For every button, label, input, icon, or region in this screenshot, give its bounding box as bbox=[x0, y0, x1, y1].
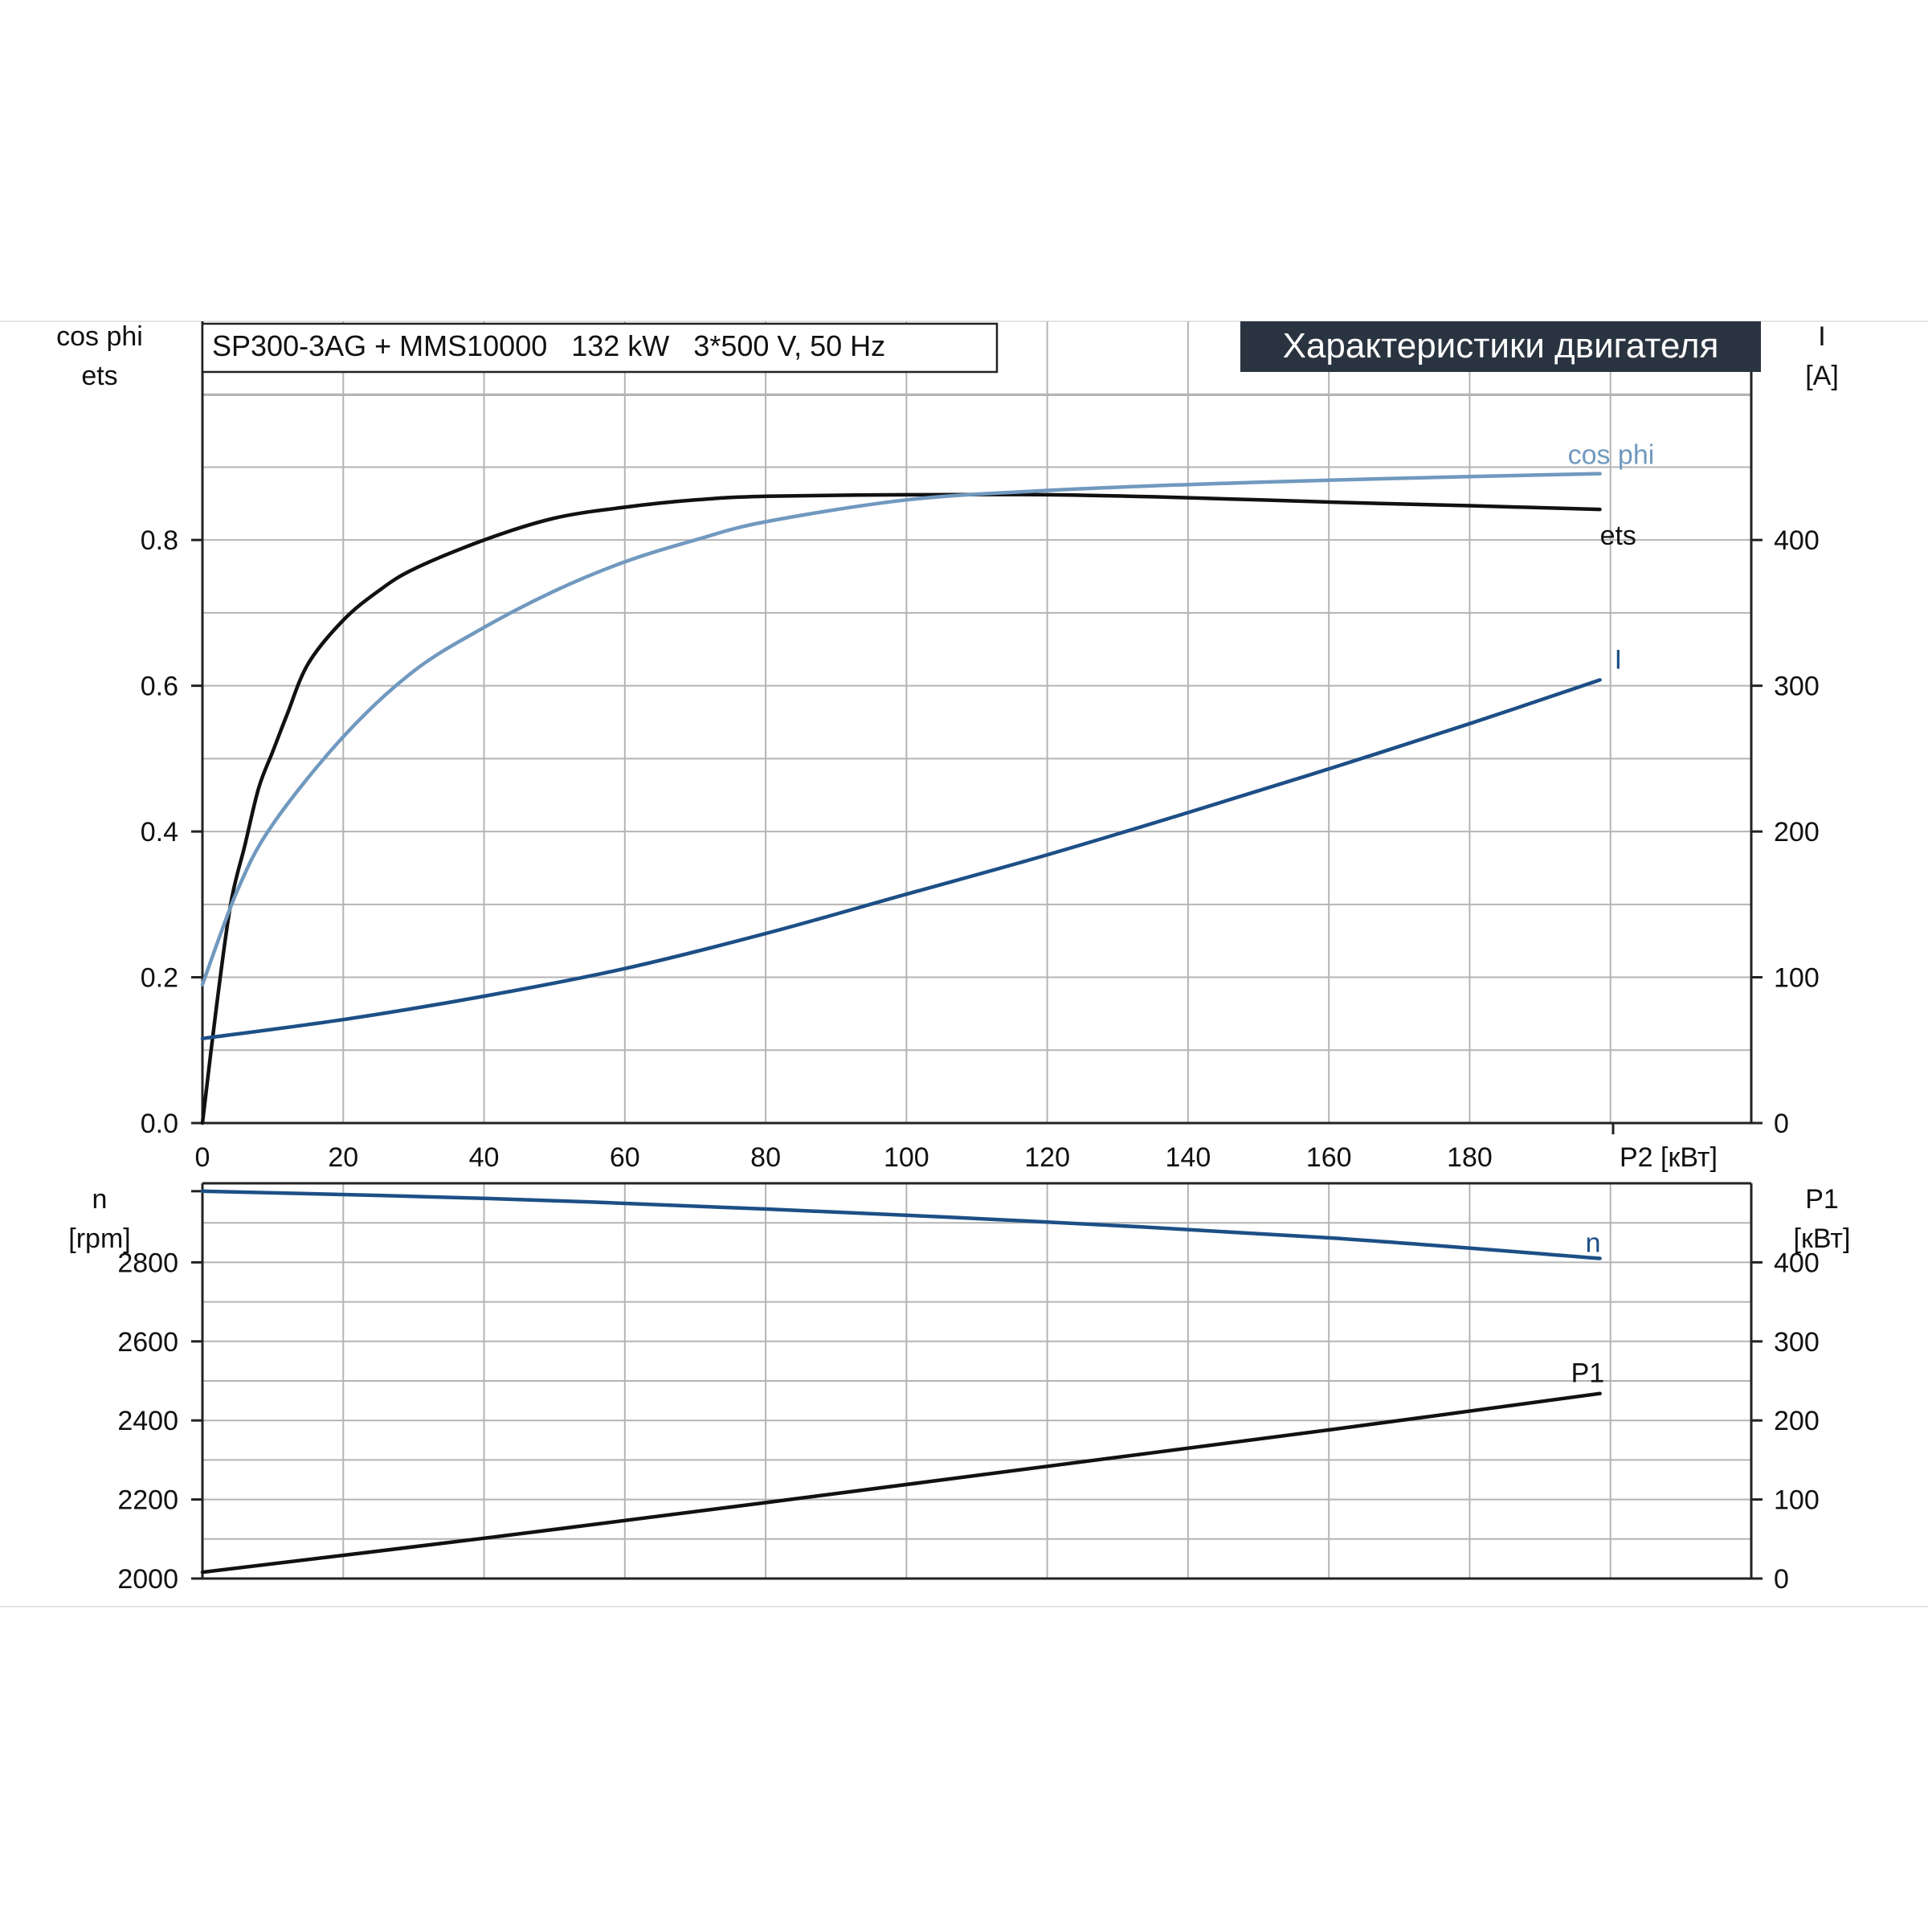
series-ets-line bbox=[200, 492, 1602, 1125]
left-tick-label: 0.2 bbox=[141, 963, 178, 994]
x-tick-label: 20 bbox=[328, 1142, 358, 1173]
left-tick-label: 2400 bbox=[117, 1406, 178, 1436]
right-tick-label: 300 bbox=[1774, 672, 1820, 702]
left-axis-title: [rpm] bbox=[68, 1223, 130, 1254]
left-tick-label: 0.6 bbox=[141, 672, 178, 702]
lower-panel: 2000 2200 2400 2600 2800 0 100 200 300 400 n [rpm] P… bbox=[68, 1182, 1851, 1595]
left-tick-label: 0.0 bbox=[141, 1109, 178, 1139]
x-tick-label: 100 bbox=[884, 1142, 929, 1173]
series-label-i: I bbox=[1615, 644, 1622, 675]
right-tick-label: 400 bbox=[1774, 1248, 1820, 1278]
right-tick-label: 300 bbox=[1774, 1327, 1820, 1358]
x-tick-label: 180 bbox=[1447, 1142, 1493, 1173]
right-tick-label: 400 bbox=[1774, 525, 1820, 556]
left-tick-label: 0.8 bbox=[141, 525, 178, 556]
x-tick-label: 40 bbox=[469, 1142, 500, 1173]
series-label-ets: ets bbox=[1600, 521, 1636, 551]
right-axis-title: P1 bbox=[1805, 1184, 1839, 1215]
x-axis-label: P2 [кВт] bbox=[1620, 1142, 1718, 1173]
chart-title: Характеристики двигателя bbox=[1283, 326, 1719, 366]
series-n-line bbox=[200, 1189, 1602, 1260]
left-axis-title: cos phi bbox=[56, 321, 143, 352]
x-tick-label: 0 bbox=[195, 1142, 210, 1173]
x-tick-label: 80 bbox=[750, 1142, 781, 1173]
series-p1-line bbox=[200, 1391, 1602, 1575]
upper-panel: 0.0 0.2 0.4 0.6 0.8 0 100 200 300 400 0 20 40 60 80 100… bbox=[56, 321, 1839, 1173]
left-tick-label: 2200 bbox=[117, 1485, 178, 1516]
right-axis-title: [A] bbox=[1805, 361, 1839, 391]
x-tick-label: 140 bbox=[1166, 1142, 1211, 1173]
right-axis-title: [кВт] bbox=[1794, 1223, 1851, 1254]
series-cos-phi-line bbox=[200, 472, 1602, 986]
left-axis-title: ets bbox=[81, 361, 117, 391]
model-label-box bbox=[201, 322, 999, 374]
left-tick-label: 0.4 bbox=[141, 817, 178, 848]
right-tick-label: 200 bbox=[1774, 817, 1820, 848]
x-tick-label: 120 bbox=[1024, 1142, 1070, 1173]
right-tick-label: 0 bbox=[1774, 1564, 1789, 1595]
x-tick-label: 60 bbox=[610, 1142, 640, 1173]
right-axis-title: I bbox=[1818, 321, 1825, 352]
right-tick-label: 100 bbox=[1774, 1485, 1820, 1516]
left-tick-label: 2600 bbox=[117, 1327, 178, 1358]
right-tick-label: 100 bbox=[1774, 963, 1820, 994]
x-tick-label: 160 bbox=[1306, 1142, 1352, 1173]
series-label-n: n bbox=[1586, 1227, 1601, 1258]
model-label: SP300-3AG + MMS10000 132 kW 3*500 V, 50 … bbox=[212, 329, 885, 362]
right-tick-label: 0 bbox=[1774, 1109, 1789, 1139]
series-i-line bbox=[200, 678, 1602, 1041]
left-axis-title: n bbox=[92, 1184, 108, 1215]
left-tick-label: 2800 bbox=[117, 1248, 178, 1278]
left-tick-label: 2000 bbox=[117, 1564, 178, 1595]
title-badge bbox=[1240, 321, 1761, 372]
series-label-cos-phi: cos phi bbox=[1568, 440, 1655, 471]
series-label-p1: P1 bbox=[1571, 1358, 1605, 1389]
right-tick-label: 200 bbox=[1774, 1406, 1820, 1436]
